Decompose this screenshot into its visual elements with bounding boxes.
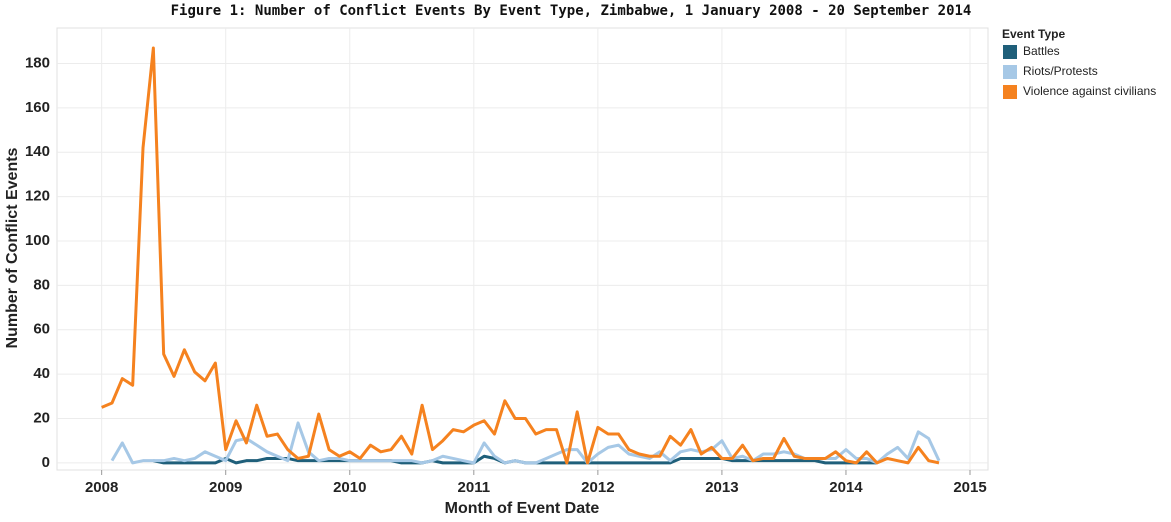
legend-label: Violence against civilians: [1023, 84, 1156, 98]
series-line: [101, 46, 940, 465]
plot-frame: [56, 27, 989, 471]
chart-title: Figure 1: Number of Conflict Events By E…: [171, 3, 972, 19]
series-line: [110, 421, 941, 465]
y-tick-label: 120: [25, 188, 50, 205]
legend-title: Event Type: [1002, 27, 1065, 41]
y-tick-label: 20: [33, 409, 50, 426]
x-tick-label: 2011: [458, 479, 491, 496]
y-tick-label: 140: [25, 143, 50, 160]
x-tick-label: 2010: [333, 479, 366, 496]
legend-label: Battles: [1023, 44, 1060, 58]
y-tick-label: 180: [25, 54, 50, 71]
legend-label: Riots/Protests: [1023, 64, 1098, 78]
legend-swatch: [1003, 85, 1017, 99]
y-tick-label: 80: [33, 276, 50, 293]
y-tick-label: 40: [33, 365, 50, 382]
x-tick-label: 2013: [705, 479, 738, 496]
x-tick-label: 2009: [209, 479, 242, 496]
x-tick-label: 2012: [581, 479, 614, 496]
y-axis-label: Number of Conflict Events: [4, 147, 21, 348]
x-tick-label: 2015: [953, 479, 986, 496]
y-tick-label: 160: [25, 99, 50, 116]
y-tick-label: 60: [33, 321, 50, 338]
x-tick-label: 2008: [85, 479, 118, 496]
legend-swatch: [1003, 65, 1017, 79]
x-tick-label: 2014: [829, 479, 863, 496]
y-tick-label: 0: [42, 454, 50, 471]
legend-swatch: [1003, 45, 1017, 59]
x-axis-label: Month of Event Date: [445, 500, 600, 517]
y-tick-label: 100: [25, 232, 50, 249]
